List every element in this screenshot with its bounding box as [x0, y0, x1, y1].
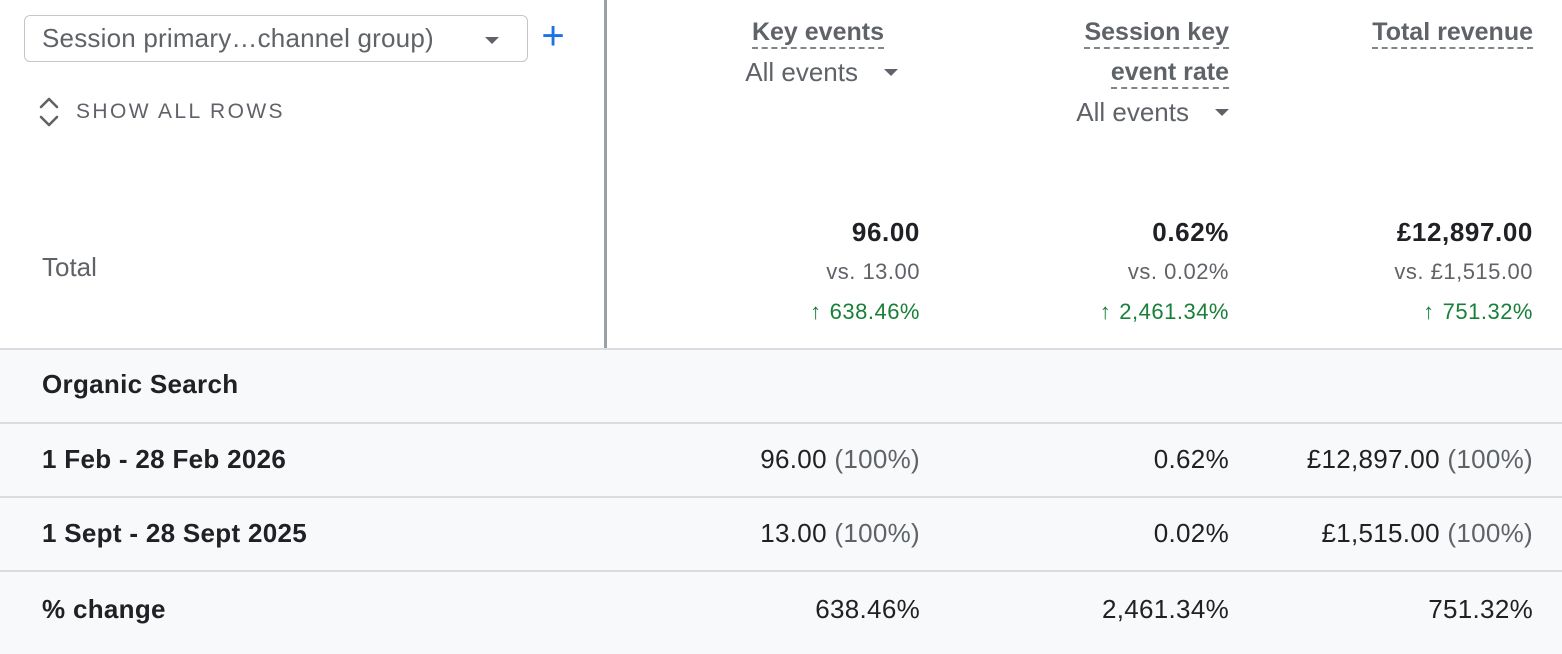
- total-comparison: vs. 13.00: [826, 259, 920, 284]
- cell-key-events: 638.46%: [815, 594, 920, 625]
- show-all-rows-button[interactable]: SHOW ALL ROWS: [36, 96, 285, 128]
- total-session-key-event-rate: 0.62% vs. 0.02% ↑ 2,461.34%: [1000, 212, 1229, 332]
- header-total-revenue: Total revenue: [1300, 12, 1535, 52]
- cell-share: (100%): [834, 518, 920, 548]
- table-row: 1 Feb - 28 Feb 2026 96.00 (100%) 0.62% £…: [0, 422, 1562, 497]
- session-key-event-rate-title-line1: Session key: [1084, 18, 1229, 49]
- cell-session-key-event-rate: 0.02%: [1154, 518, 1229, 549]
- cell-value: £12,897.00: [1306, 444, 1440, 474]
- cell-share: (100%): [834, 444, 920, 474]
- total-change: ↑ 751.32%: [1300, 292, 1533, 332]
- total-key-events: 96.00 vs. 13.00 ↑ 638.46%: [720, 212, 920, 332]
- total-value: 0.62%: [1152, 217, 1229, 247]
- session-key-event-rate-header-title[interactable]: Session key: [1000, 12, 1232, 52]
- cell-total-revenue: 751.32%: [1428, 594, 1533, 625]
- cell-total-revenue: £12,897.00 (100%): [1307, 444, 1533, 475]
- total-comparison: vs. 0.02%: [1127, 259, 1229, 284]
- row-label: Organic Search: [42, 369, 239, 399]
- cell-key-events: 13.00 (100%): [760, 518, 920, 549]
- total-change: ↑ 638.46%: [720, 292, 920, 332]
- key-events-title-text: Key events: [751, 18, 884, 49]
- total-value: 96.00: [851, 217, 920, 247]
- total-change: ↑ 2,461.34%: [1000, 292, 1229, 332]
- key-events-filter-dropdown[interactable]: All events: [700, 52, 900, 92]
- cell-value: 751.32%: [1428, 594, 1533, 624]
- session-key-event-rate-header-title-2[interactable]: event rate: [1000, 52, 1232, 92]
- arrow-up-icon: ↑: [1099, 299, 1112, 324]
- table-row: % change 638.46% 2,461.34% 751.32%: [0, 570, 1562, 654]
- total-change-value: 638.46%: [829, 299, 920, 324]
- cell-session-key-event-rate: 0.62%: [1154, 444, 1229, 475]
- cell-value: 2,461.34%: [1101, 594, 1229, 624]
- header-session-key-event-rate: Session key event rate All events: [1000, 12, 1232, 132]
- total-comparison: vs. £1,515.00: [1394, 259, 1533, 284]
- cell-value: 0.02%: [1153, 518, 1229, 548]
- cell-value: £1,515.00: [1321, 518, 1440, 548]
- total-change-value: 2,461.34%: [1119, 299, 1229, 324]
- total-revenue-header-title[interactable]: Total revenue: [1300, 12, 1535, 52]
- key-events-filter-label: All events: [745, 56, 858, 87]
- dimension-dropdown[interactable]: Session primary…channel group): [24, 15, 528, 62]
- dropdown-caret-icon: [1215, 108, 1229, 116]
- dimension-dropdown-label: Session primary…channel group): [42, 23, 434, 53]
- cell-share: (100%): [1447, 444, 1533, 474]
- header-key-events: Key events All events: [700, 12, 900, 92]
- total-value: £12,897.00: [1396, 217, 1533, 247]
- cell-session-key-event-rate: 2,461.34%: [1102, 594, 1229, 625]
- key-events-header-title[interactable]: Key events: [700, 12, 900, 52]
- table-row-group-header: Organic Search: [0, 348, 1562, 423]
- total-label: Total: [42, 252, 97, 282]
- session-key-event-rate-title-line2: event rate: [1110, 58, 1229, 89]
- cell-share: (100%): [1447, 518, 1533, 548]
- total-change-value: 751.32%: [1442, 299, 1533, 324]
- cell-value: 638.46%: [815, 594, 920, 624]
- show-all-rows-label: SHOW ALL ROWS: [76, 100, 285, 123]
- row-label: 1 Sept - 28 Sept 2025: [42, 518, 307, 548]
- row-label: 1 Feb - 28 Feb 2026: [42, 444, 287, 474]
- add-dimension-button[interactable]: +: [541, 14, 565, 58]
- table-row: 1 Sept - 28 Sept 2025 13.00 (100%) 0.02%…: [0, 496, 1562, 571]
- cell-total-revenue: £1,515.00 (100%): [1321, 518, 1533, 549]
- column-divider[interactable]: [604, 0, 607, 654]
- dropdown-caret-icon: [485, 37, 499, 44]
- cell-key-events: 96.00 (100%): [760, 444, 920, 475]
- dropdown-caret-icon: [884, 68, 898, 76]
- cell-value: 0.62%: [1153, 444, 1229, 474]
- arrow-up-icon: ↑: [810, 299, 822, 324]
- total-revenue-title-text: Total revenue: [1372, 18, 1533, 49]
- session-key-event-rate-filter-label: All events: [1076, 96, 1189, 127]
- cell-value: 13.00: [760, 518, 827, 548]
- row-label: % change: [42, 594, 166, 624]
- session-key-event-rate-filter-dropdown[interactable]: All events: [1000, 92, 1232, 132]
- expand-vertical-icon: [39, 97, 59, 127]
- cell-value: 96.00: [760, 444, 827, 474]
- total-revenue: £12,897.00 vs. £1,515.00 ↑ 751.32%: [1300, 212, 1533, 332]
- arrow-up-icon: ↑: [1423, 299, 1435, 324]
